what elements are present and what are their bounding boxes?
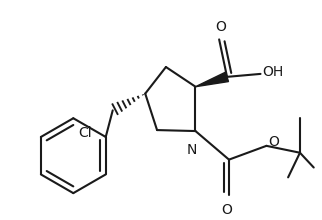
Text: N: N <box>186 143 197 157</box>
Text: OH: OH <box>262 65 284 79</box>
Polygon shape <box>195 72 229 87</box>
Text: O: O <box>216 20 227 35</box>
Text: O: O <box>269 135 279 149</box>
Text: O: O <box>222 203 232 217</box>
Text: Cl: Cl <box>78 126 92 140</box>
